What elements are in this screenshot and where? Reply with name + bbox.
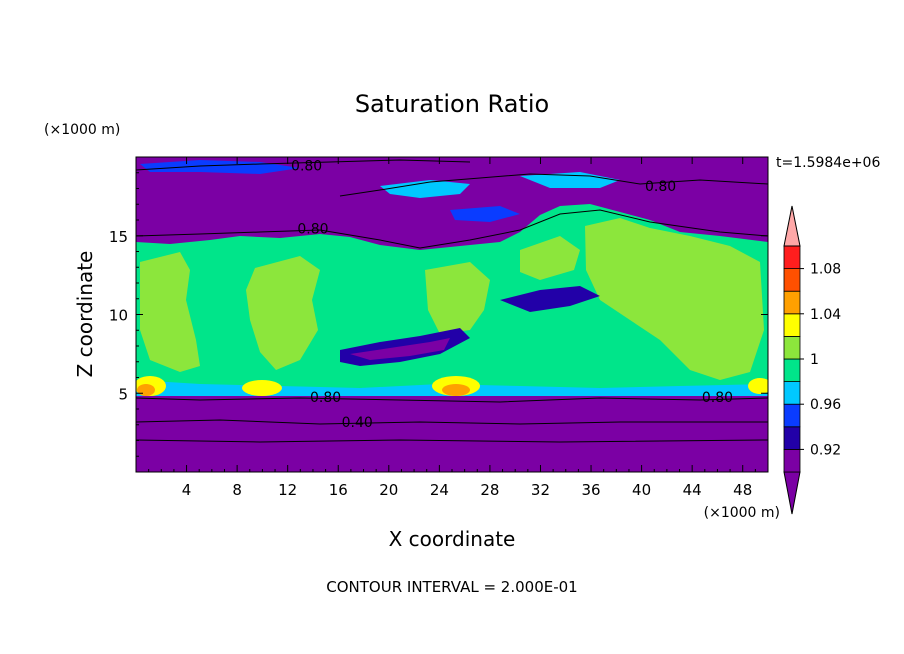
x-tick-label: 44 — [683, 481, 702, 499]
colorbar-swatch — [783, 268, 801, 292]
colorbar-swatch — [783, 313, 801, 337]
region-dry-streak — [500, 286, 600, 312]
colorbar-under-triangle — [783, 471, 801, 515]
contour-field — [136, 157, 768, 472]
y-tick-label: 5 — [118, 385, 128, 403]
x-tick-label: 40 — [632, 481, 651, 499]
region-dry-core — [350, 338, 450, 360]
colorbar-over-triangle — [783, 205, 801, 247]
contour-line-080-mid — [136, 209, 768, 249]
region-warm-blob-4 — [748, 378, 768, 394]
region-patch-green-4 — [585, 218, 764, 380]
contour-label: 0.80 — [645, 179, 676, 195]
region-blue-streak-2 — [450, 206, 520, 222]
x-tick-label: 24 — [430, 481, 449, 499]
colorbar-swatch — [783, 448, 801, 473]
y-axis-label: Z coordinate — [73, 251, 97, 378]
contour-line-040 — [136, 419, 768, 425]
x-tick-label: 48 — [733, 481, 752, 499]
region-cyan-streak-1 — [380, 180, 470, 198]
x-axis-label: X coordinate — [389, 527, 516, 551]
region-warm-blob-2 — [242, 380, 282, 396]
region-warm-blob-3-core — [442, 384, 470, 396]
time-label: t=1.5984e+06 — [776, 155, 880, 171]
colorbar-swatch — [783, 245, 801, 270]
contour-label: 0.80 — [297, 221, 328, 237]
colorbar-swatch — [783, 426, 801, 450]
contour-lines — [136, 159, 768, 443]
contour-label: 0.40 — [342, 415, 373, 431]
colorbar-label: 1.04 — [810, 307, 841, 323]
contour-interval-note: CONTOUR INTERVAL = 2.000E-01 — [326, 578, 577, 596]
y-tick-label: 15 — [109, 228, 128, 246]
colorbar-swatch — [783, 358, 801, 383]
colorbar-label: 1 — [810, 352, 819, 368]
region-patch-green-2 — [246, 256, 320, 370]
x-unit-label: (×1000 m) — [704, 505, 780, 521]
x-tick-label: 20 — [379, 481, 398, 499]
contour-line-080-top — [136, 159, 471, 171]
y-axis: 5 10 15 — [109, 172, 768, 457]
colorbar-swatch — [783, 381, 801, 405]
y-tick-label: 10 — [109, 307, 128, 325]
x-tick-label: 12 — [278, 481, 297, 499]
x-tick-label: 8 — [232, 481, 242, 499]
x-tick-label: 4 — [182, 481, 192, 499]
colorbar-swatch — [783, 290, 801, 315]
contour-labels: 0.800.800.800.80 0.800.40 — [291, 158, 733, 431]
x-tick-label: 16 — [329, 481, 348, 499]
colorbar-label: 1.08 — [810, 262, 841, 278]
region-warm-blob-1-core — [137, 384, 155, 396]
contour-line-040-lower — [136, 439, 768, 443]
colorbar-swatch — [783, 335, 801, 360]
y-unit-label: (×1000 m) — [44, 122, 120, 138]
contour-label: 0.80 — [702, 390, 733, 406]
contour-line-080-upper — [339, 173, 768, 197]
region-lower-dry — [136, 396, 768, 472]
colorbar: 0.92 0.96 1 1.04 1.08 — [783, 205, 841, 515]
colorbar-label: 0.92 — [810, 442, 841, 458]
region-patch-green-3 — [425, 262, 490, 334]
x-tick-label: 32 — [531, 481, 550, 499]
region-cyan-streak-2 — [520, 172, 620, 188]
x-tick-label: 36 — [581, 481, 600, 499]
x-tick-label: 28 — [480, 481, 499, 499]
colorbar-label: 0.96 — [810, 397, 841, 413]
contour-line-080-low — [136, 397, 768, 403]
chart-title: Saturation Ratio — [355, 90, 549, 118]
contour-label: 0.80 — [310, 390, 341, 406]
x-axis: 4 8 12 16 20 24 28 32 36 40 44 48 — [148, 157, 756, 499]
region-patch-green-1 — [140, 252, 200, 372]
colorbar-swatch — [783, 403, 801, 428]
region-patch-green-5 — [520, 236, 580, 280]
contour-label: 0.80 — [291, 158, 322, 174]
